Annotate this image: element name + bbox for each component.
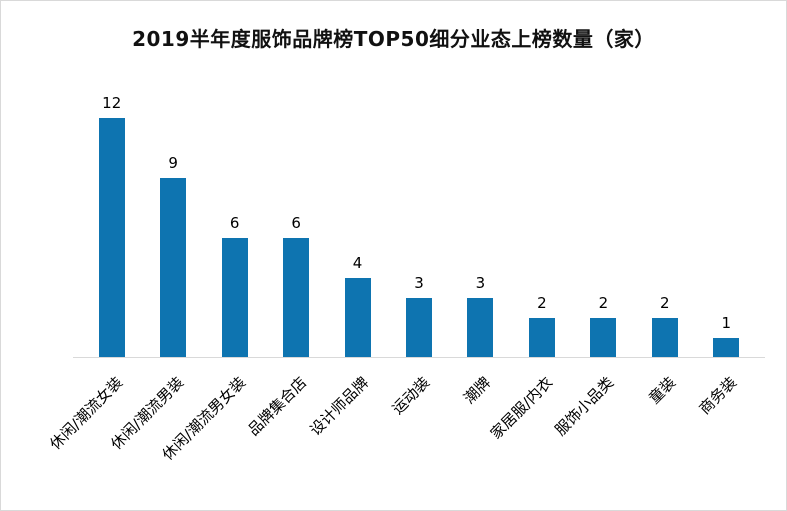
bar — [221, 238, 248, 358]
bar-group: 6 品牌集合店 — [244, 118, 326, 439]
plot-area: 12 休闲/潮流女装 9 休闲/潮流男装 6 休闲/潮流男女装 6 品牌集合店 4 设计师品牌 3 运… — [46, 94, 765, 464]
bar-value-label: 1 — [721, 314, 732, 332]
bar — [283, 238, 310, 358]
bar-group: 3 运动装 — [388, 118, 449, 418]
bar-value-label: 9 — [168, 154, 178, 172]
bar — [528, 318, 555, 358]
bar-value-label: 2 — [537, 294, 547, 312]
bar-value-label: 3 — [414, 274, 424, 292]
x-tick-label: 童装 — [645, 373, 679, 408]
bar-group: 2 服饰小品类 — [552, 118, 634, 439]
x-axis-line — [73, 357, 765, 358]
bar-group: 2 家居服/内衣 — [487, 118, 572, 443]
bar — [405, 298, 432, 358]
bar-group: 4 设计师品牌 — [306, 118, 388, 439]
bar-group: 2 童装 — [634, 118, 695, 407]
x-tick-label: 设计师品牌 — [305, 373, 372, 440]
bar-group: 12 休闲/潮流女装 — [46, 94, 142, 453]
bar-group: 9 休闲/潮流男装 — [107, 118, 203, 453]
bar-value-label: 4 — [352, 254, 363, 272]
x-tick-label: 商务装 — [695, 373, 741, 418]
bar — [467, 298, 494, 358]
bar — [590, 318, 617, 358]
bars-container: 12 休闲/潮流女装 9 休闲/潮流男装 6 休闲/潮流男女装 6 品牌集合店 4 设计师品牌 3 运… — [46, 94, 757, 464]
bar-group: 6 休闲/潮流男女装 — [158, 118, 265, 464]
bar-value-label: 2 — [598, 294, 609, 312]
bar — [98, 118, 125, 358]
x-tick-label: 潮牌 — [460, 373, 495, 408]
x-tick-label: 运动装 — [388, 373, 434, 418]
bar-value-label: 6 — [291, 214, 301, 232]
bar-group: 3 潮牌 — [450, 118, 511, 407]
x-tick-label: 家居服/内衣 — [486, 373, 557, 443]
bar-value-label: 6 — [229, 214, 240, 232]
bar-value-label: 12 — [102, 94, 122, 112]
bar-value-label: 3 — [475, 274, 486, 292]
bar-value-label: 2 — [660, 294, 670, 312]
x-tick-label: 品牌集合店 — [244, 373, 311, 440]
bar — [651, 318, 678, 358]
bar-group: 1 商务装 — [696, 118, 757, 418]
bar — [160, 178, 187, 358]
bar — [344, 278, 371, 358]
bar — [713, 338, 740, 358]
x-tick-label: 服饰小品类 — [551, 373, 618, 440]
chart-title: 2019半年度服饰品牌榜TOP50细分业态上榜数量（家） — [132, 27, 655, 51]
